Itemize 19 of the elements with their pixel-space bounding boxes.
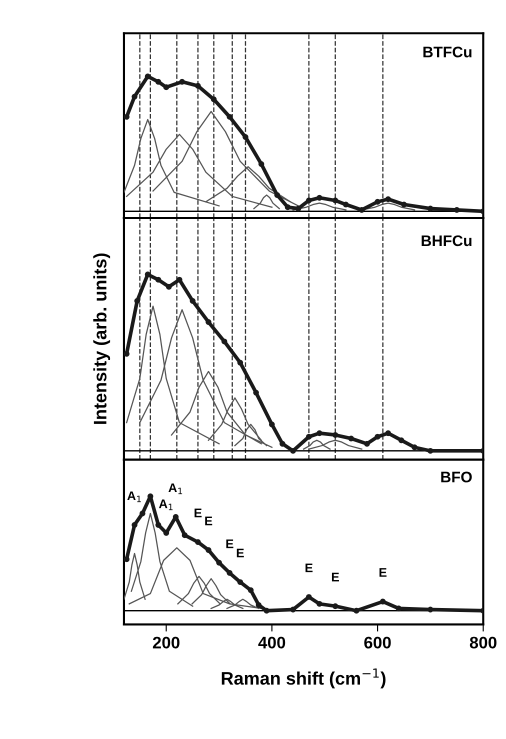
x-tick-label: 600 [364, 636, 391, 649]
chart-title: BHFCu [422, 235, 472, 246]
x-tick-label: 400 [258, 636, 286, 649]
annotation: A$_{1}$ [158, 499, 173, 510]
annotation: A$_{1}$ [168, 483, 182, 494]
annotation: E [226, 540, 234, 548]
x-tick-label: 800 [470, 636, 496, 649]
x-axis-title: Raman shift (cm$^{−1}$) [222, 668, 386, 688]
annotation: E [380, 568, 387, 577]
annotation: E [332, 572, 339, 582]
chart-title: BTFCu [423, 46, 472, 58]
annotation: E [306, 564, 313, 572]
x-tick-label: 200 [152, 636, 180, 649]
annotation: E [205, 516, 212, 526]
chart-title: BFO [441, 472, 472, 482]
annotation: E [194, 508, 202, 518]
annotation: E [236, 548, 244, 558]
annotation: A$_{1}$ [127, 491, 141, 502]
y-axis-title: Intensity (arb. units) [93, 253, 110, 424]
